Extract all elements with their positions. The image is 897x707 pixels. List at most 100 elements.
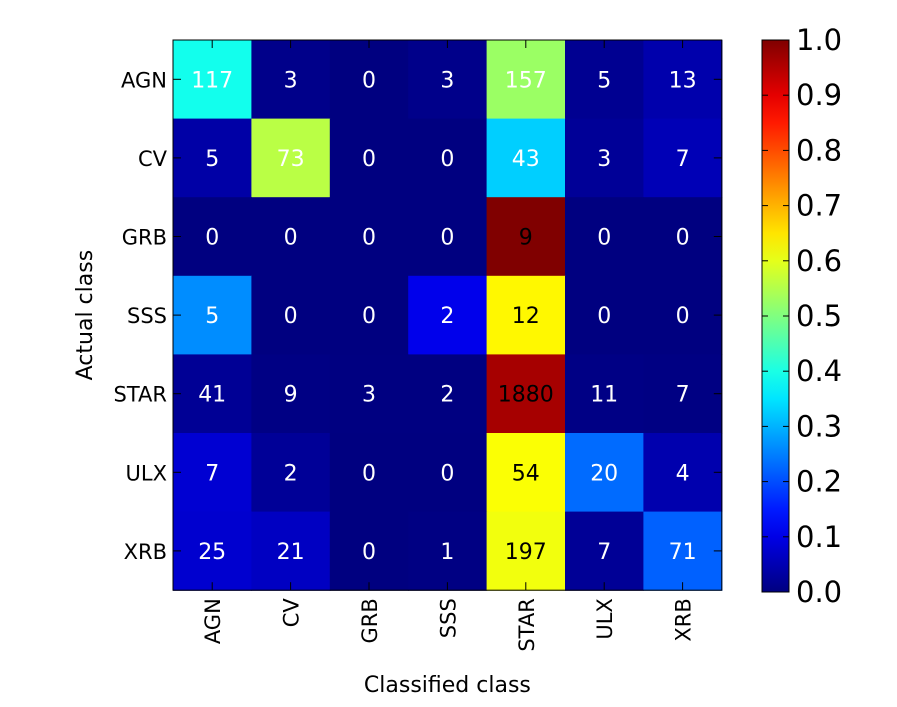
x-tick-label: XRB bbox=[672, 598, 696, 641]
heatmap-cell bbox=[643, 275, 723, 355]
heatmap-cell bbox=[486, 118, 566, 198]
y-tick-label: ULX bbox=[126, 461, 167, 485]
y-tick-label: GRB bbox=[122, 226, 167, 250]
colorbar-tick-label: 0.1 bbox=[796, 520, 842, 554]
y-tick-label: CV bbox=[138, 147, 168, 171]
cell-value-label: 197 bbox=[505, 540, 547, 565]
heatmap-cell bbox=[565, 118, 644, 198]
heatmap-cell bbox=[408, 40, 488, 120]
cell-value-label: 41 bbox=[198, 383, 226, 408]
colorbar-tick-label: 0.0 bbox=[796, 575, 842, 609]
heatmap-cell bbox=[408, 511, 488, 591]
x-tick-label: GRB bbox=[358, 598, 382, 643]
y-tick-label: SSS bbox=[127, 304, 167, 328]
y-axis-label: Actual class bbox=[73, 250, 98, 381]
heatmap-cell bbox=[251, 197, 331, 277]
x-tick-label: SSS bbox=[436, 598, 460, 638]
heatmap-cell bbox=[173, 354, 252, 434]
y-tick-label: XRB bbox=[124, 540, 167, 564]
heatmap-cell bbox=[173, 433, 252, 513]
y-tick-label: AGN bbox=[121, 68, 167, 92]
heatmap-cell bbox=[173, 40, 252, 120]
heatmap-cell bbox=[486, 354, 566, 434]
heatmap-cells bbox=[173, 40, 723, 591]
cell-value-label: 9 bbox=[284, 383, 298, 408]
cell-value-label: 43 bbox=[512, 147, 540, 172]
heatmap-cell bbox=[565, 354, 644, 434]
heatmap-cell bbox=[486, 40, 566, 120]
cell-value-label: 7 bbox=[676, 383, 690, 408]
cell-value-label: 5 bbox=[205, 304, 219, 329]
heatmap-cell bbox=[329, 275, 409, 355]
cell-value-label: 0 bbox=[205, 226, 219, 251]
colorbar-tick-label: 0.3 bbox=[796, 409, 842, 443]
cell-value-label: 0 bbox=[676, 226, 690, 251]
cell-value-label: 21 bbox=[277, 540, 305, 565]
cell-value-label: 0 bbox=[362, 68, 376, 93]
colorbar-tick-label: 0.6 bbox=[796, 244, 842, 278]
cell-value-label: 5 bbox=[205, 147, 219, 172]
heatmap-cell bbox=[329, 197, 409, 277]
heatmap-cell bbox=[251, 118, 331, 198]
cell-value-label: 0 bbox=[284, 304, 298, 329]
heatmap-cell bbox=[329, 433, 409, 513]
heatmap-cell bbox=[408, 433, 488, 513]
heatmap-cell bbox=[173, 511, 252, 591]
cell-value-label: 2 bbox=[440, 383, 454, 408]
cell-value-label: 4 bbox=[676, 461, 690, 486]
heatmap-cell bbox=[251, 433, 331, 513]
heatmap-cell bbox=[251, 275, 331, 355]
cell-value-label: 0 bbox=[597, 304, 611, 329]
cell-value-label: 157 bbox=[505, 68, 547, 93]
colorbar-tick-label: 1.0 bbox=[796, 23, 842, 57]
heatmap-cell bbox=[486, 511, 566, 591]
cell-value-label: 25 bbox=[198, 540, 226, 565]
cell-value-label: 0 bbox=[440, 226, 454, 251]
heatmap-cell-labels: 117 3 0 3 157 5 135 73 0 0 43 3 70 0 0 0 9 0 05 0 0 2 12 0 041 9 3… bbox=[191, 68, 696, 565]
heatmap-cell bbox=[565, 275, 644, 355]
cell-value-label: 0 bbox=[440, 461, 454, 486]
y-tick-label: STAR bbox=[114, 383, 167, 407]
heatmap-cell bbox=[643, 433, 723, 513]
cell-value-label: 0 bbox=[362, 461, 376, 486]
heatmap-cell bbox=[565, 511, 644, 591]
colorbar-tick-label: 0.5 bbox=[796, 299, 842, 333]
heatmap-cell bbox=[173, 118, 252, 198]
heatmap-cell bbox=[251, 511, 331, 591]
x-tick-label: ULX bbox=[593, 598, 617, 639]
heatmap-cell bbox=[486, 197, 566, 277]
heatmap-cell bbox=[329, 40, 409, 120]
x-tick-label: CV bbox=[280, 598, 304, 628]
heatmap-cell bbox=[643, 40, 723, 120]
heatmap-cell bbox=[565, 433, 644, 513]
cell-value-label: 71 bbox=[669, 540, 697, 565]
colorbar-ticks: 0.0 0.1 0.2 0.3 0.4 0.5 0.6 0.7 0.8 0.9 1.0 bbox=[762, 23, 842, 609]
heatmap-cell bbox=[329, 118, 409, 198]
x-tick-label: AGN bbox=[201, 598, 225, 644]
cell-value-label: 7 bbox=[676, 147, 690, 172]
heatmap-cell bbox=[486, 275, 566, 355]
cell-value-label: 54 bbox=[512, 461, 540, 486]
heatmap-cell bbox=[173, 197, 252, 277]
x-axis-ticks: AGN CV GRB SSS STAR ULX XRB bbox=[201, 40, 696, 652]
cell-value-label: 11 bbox=[590, 383, 618, 408]
heatmap-cell bbox=[643, 118, 723, 198]
colorbar-tick-label: 0.7 bbox=[796, 189, 842, 223]
heatmap-cell bbox=[329, 511, 409, 591]
cell-value-label: 0 bbox=[597, 226, 611, 251]
cell-value-label: 3 bbox=[440, 68, 454, 93]
colorbar-tick-label: 0.4 bbox=[796, 354, 842, 388]
heatmap-cell bbox=[565, 40, 644, 120]
cell-value-label: 1880 bbox=[498, 383, 554, 408]
cell-value-label: 1 bbox=[440, 540, 454, 565]
heatmap-cell bbox=[565, 197, 644, 277]
heatmap-cell bbox=[329, 354, 409, 434]
cell-value-label: 3 bbox=[284, 68, 298, 93]
heatmap-cell bbox=[251, 40, 331, 120]
cell-value-label: 2 bbox=[284, 461, 298, 486]
cell-value-label: 20 bbox=[590, 461, 618, 486]
heatmap-cell bbox=[643, 197, 723, 277]
cell-value-label: 3 bbox=[597, 147, 611, 172]
heatmap-cell bbox=[486, 433, 566, 513]
